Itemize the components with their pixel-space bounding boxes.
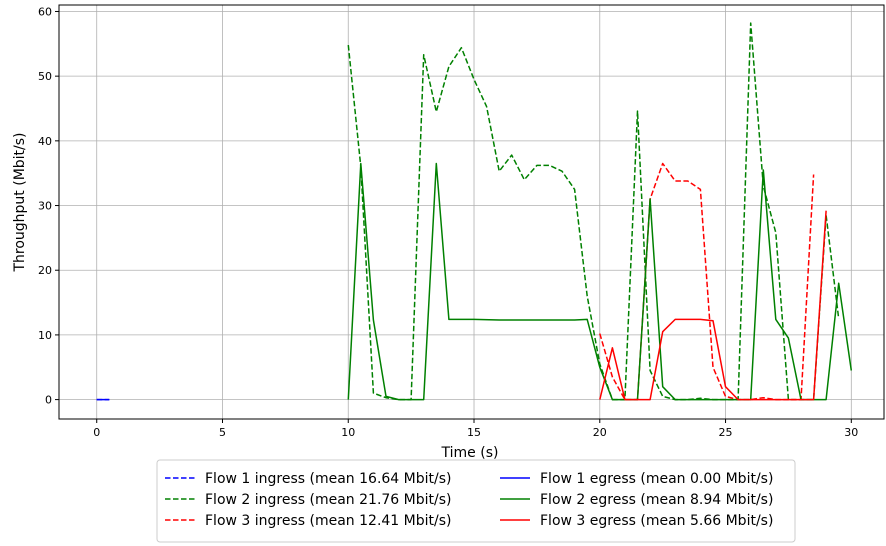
legend-entry: Flow 1 egress (mean 0.00 Mbit/s): [540, 471, 773, 487]
x-axis-label: Time (s): [441, 445, 499, 461]
x-tick-label: 30: [844, 426, 858, 439]
series-line-5: [347, 162, 853, 401]
series-line-2: [347, 22, 840, 401]
x-tick-label: 25: [719, 426, 733, 439]
y-tick-label: 50: [38, 70, 52, 83]
y-tick-label: 30: [38, 200, 52, 213]
legend-entry: Flow 2 ingress (mean 21.76 Mbit/s): [205, 492, 451, 508]
legend-box: [156, 459, 796, 543]
x-tick-label: 20: [593, 426, 607, 439]
series-line-6: [599, 210, 827, 401]
x-tick-label: 5: [219, 426, 226, 439]
plot-frame: [58, 4, 885, 420]
grid-lines: [59, 5, 884, 419]
legend-entry: Flow 1 ingress (mean 16.64 Mbit/s): [205, 471, 451, 487]
y-tick-label: 40: [38, 135, 52, 148]
y-tick-label: 0: [45, 394, 52, 407]
legend: Flow 1 ingress (mean 16.64 Mbit/s) Flow 1…: [156, 459, 796, 543]
x-tick-label: 0: [93, 426, 100, 439]
x-tick-label: 15: [467, 426, 481, 439]
y-tick-label: 10: [38, 329, 52, 342]
legend-entry: Flow 2 egress (mean 8.94 Mbit/s): [540, 492, 773, 508]
y-tick-label: 20: [38, 264, 52, 277]
x-tick-label: 10: [341, 426, 355, 439]
legend-entry: Flow 3 egress (mean 5.66 Mbit/s): [540, 513, 773, 529]
y-tick-label: 60: [38, 5, 52, 18]
legend-entry: Flow 3 ingress (mean 12.41 Mbit/s): [205, 513, 451, 529]
series-group: [96, 22, 853, 401]
axis-ticks: 0 5 10 15 20 25 30 0 10 20 30 40 50 60: [38, 5, 858, 439]
y-axis-label: Throughput (Mbit/s): [12, 132, 28, 272]
